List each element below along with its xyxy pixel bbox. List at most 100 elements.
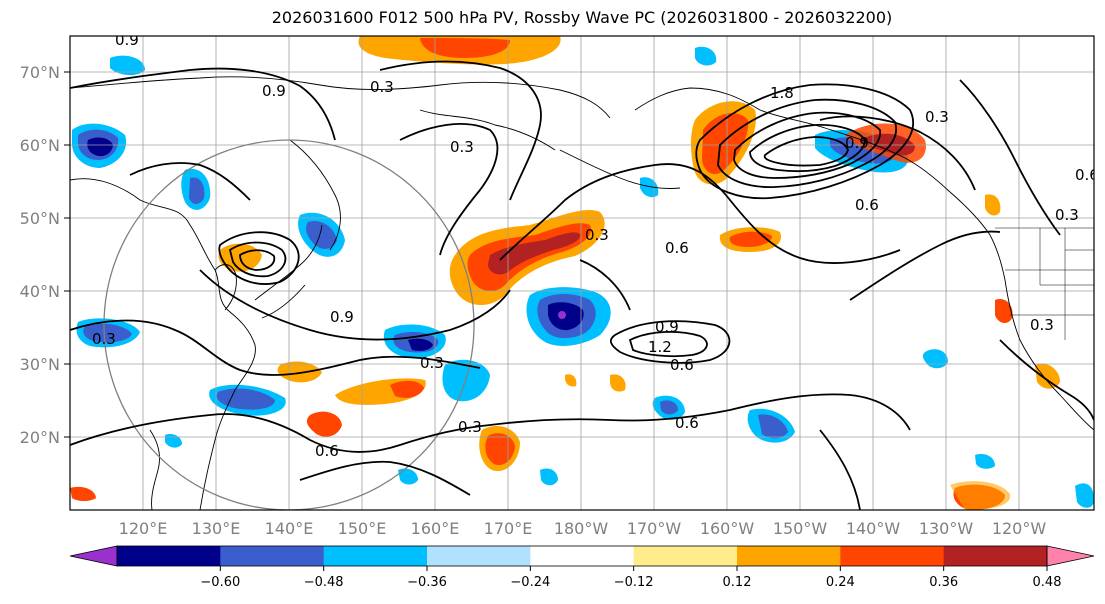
borders: [995, 227, 1094, 340]
contour-25: [819, 429, 861, 510]
colorbar-tick-label: 0.36: [929, 575, 958, 590]
colorbar-segment: [220, 546, 325, 566]
anomaly-small-neg-5: [110, 55, 145, 76]
coast-philippines: [149, 429, 161, 510]
lon-label: 160°E: [411, 519, 460, 538]
contour-label: 0.3: [458, 418, 482, 436]
lat-label: 60°N: [20, 136, 60, 155]
anomaly-coast-positive-2: [985, 194, 1001, 216]
contour-11: [628, 331, 708, 358]
lat-label: 30°N: [20, 355, 60, 374]
contour-label: 0.3: [925, 108, 949, 126]
colorbar-tick-label: −0.60: [200, 575, 240, 590]
anomaly-south-positive-2-core: [390, 380, 424, 398]
anomaly-ne-dark: [860, 133, 915, 156]
coast-asia: [70, 178, 256, 510]
colorbar-extend-min: [69, 545, 118, 567]
anomaly-hawaii-core: [485, 433, 515, 466]
contour-label: 0.6: [670, 356, 694, 374]
lon-label: 170°E: [484, 519, 533, 538]
anomaly-small-neg-7: [975, 454, 995, 469]
colorbar-tick-label: −0.24: [510, 575, 550, 590]
anomaly-coast-positive: [995, 299, 1013, 324]
anomaly-aleutian-peak: [488, 232, 581, 275]
colorbar-outline: [116, 545, 1048, 567]
lon-label: 120°W: [992, 519, 1047, 538]
contour-label: 0.6: [665, 239, 689, 257]
colorbar-segment: [117, 546, 221, 566]
colorbar-segment: [633, 546, 738, 566]
contour-label: 0.3: [92, 330, 116, 348]
colorbar-segment: [840, 546, 945, 566]
anomaly-korea-neg-core: [306, 220, 337, 249]
map-background: [70, 36, 1094, 510]
lon-label: 140°W: [846, 519, 901, 538]
contour-label: 0.6: [855, 196, 879, 214]
contour-6: [199, 269, 511, 341]
colorbar-tick-label: −0.48: [304, 575, 344, 590]
anomaly-se-negative: [1075, 483, 1094, 508]
colorbar-segment: [323, 546, 428, 566]
contour-8: [70, 413, 491, 453]
coast-aleutians: [559, 149, 681, 189]
coast-kamchatka: [289, 139, 341, 251]
colorbar-segment: [737, 546, 841, 566]
anomaly-small-pos-3: [70, 486, 96, 501]
lat-label: 20°N: [20, 428, 60, 447]
contour-2: [129, 162, 251, 201]
colorbar-segment: [427, 546, 531, 566]
anomaly-small-pos-1: [610, 374, 626, 392]
anomaly-e-positive: [1035, 363, 1060, 389]
contour-18: [819, 115, 976, 191]
anomaly-pacific-negative: [442, 359, 490, 402]
contour-label: 1.2: [648, 338, 672, 356]
contour-1: [70, 67, 336, 141]
highlight-circle: [103, 139, 475, 510]
colorbar: [69, 545, 1095, 567]
anomaly-philippine-core: [216, 388, 275, 410]
colorbar-tick-label: −0.12: [614, 575, 654, 590]
contour-13: [695, 83, 915, 200]
contour-26: [579, 259, 631, 311]
anomaly-east-neg-1-core: [660, 400, 678, 415]
anomaly-se-positive-halo: [950, 481, 1011, 510]
contour-label: 0.9: [655, 318, 679, 336]
lat-label: 40°N: [20, 282, 60, 301]
lon-label: 140°E: [265, 519, 314, 538]
contour-4: [228, 241, 287, 278]
contour-label: 0.9: [115, 31, 139, 49]
colorbar-extend-max: [1046, 545, 1095, 567]
contour-19: [379, 60, 542, 201]
anomaly-nw-core: [83, 323, 132, 343]
contour-label: 0.9: [330, 308, 354, 326]
contour-label-group: 0.9 0.3 0.3 0.3 0.9 0.3 0.6 0.6 0.9 1.2 …: [92, 31, 1094, 460]
anomaly-south-positive-3: [306, 411, 342, 437]
contour-label: 1.8: [770, 84, 794, 102]
contour-22: [999, 339, 1094, 421]
contour-label: 0.9: [262, 82, 286, 100]
anomaly-east-neg-2-core: [758, 414, 788, 439]
lon-label: 150°E: [338, 519, 387, 538]
contour-24: [299, 460, 471, 496]
colorbar-tick-label: −0.36: [407, 575, 447, 590]
anomaly-small-pos-2: [565, 374, 577, 387]
pv-contours: [70, 60, 1094, 510]
contour-10: [609, 320, 731, 364]
contour-label: 0.3: [420, 354, 444, 372]
coast-siberia-north: [70, 76, 611, 119]
colorbar-tick-label: 0.48: [1033, 575, 1062, 590]
coast-japan: [254, 224, 323, 319]
contour-14: [717, 98, 897, 188]
lon-label: 120°E: [119, 519, 168, 538]
lat-label-group: 20°N 30°N 40°N 50°N 60°N 70°N: [20, 63, 60, 447]
lon-label: 160°W: [700, 519, 755, 538]
contour-label: 0.6: [315, 442, 339, 460]
colorbar-ticks: −0.60 −0.48 −0.36 −0.24 −0.12 0.12 0.24 0.36 0.4…: [200, 566, 1062, 590]
contour-label: 0.3: [1055, 206, 1079, 224]
anomaly-small-neg-4: [695, 46, 717, 66]
anomaly-central-min: [558, 311, 566, 319]
lon-label: 130°W: [919, 519, 974, 538]
anomaly-japan-core: [189, 177, 205, 204]
anomaly-arctic-core: [420, 38, 510, 58]
anomaly-kuril-dark: [408, 338, 433, 351]
